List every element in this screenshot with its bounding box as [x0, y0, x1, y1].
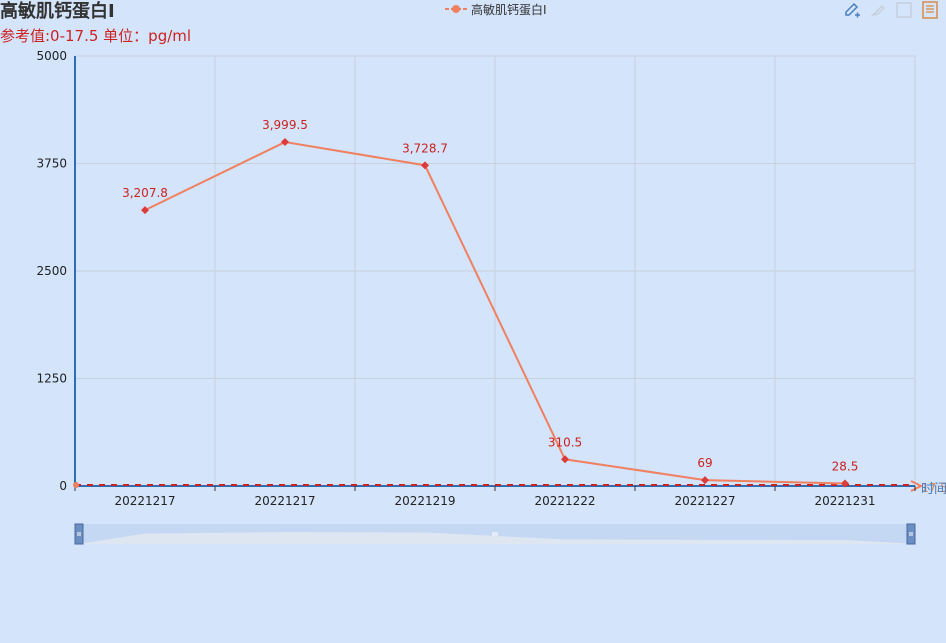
axes: 0 1250 2500 3750 5000 20221217 20221217 2022121… [36, 49, 946, 508]
x-tick-label: 20221217 [114, 494, 175, 508]
x-tick-label: 20221217 [254, 494, 315, 508]
data-label: 310.5 [548, 435, 582, 449]
data-label: 28.5 [832, 460, 859, 474]
y-tick-label: 1250 [36, 372, 67, 386]
data-view-icon[interactable] [920, 0, 940, 20]
restore-icon[interactable] [894, 0, 914, 20]
data-point-marker [841, 479, 849, 488]
y-tick-label: 3750 [36, 157, 67, 171]
markline-value-label: 17.5 [921, 481, 946, 495]
grid-lines [75, 55, 916, 486]
series-line-layer [141, 138, 849, 488]
x-tick-label: 20221231 [814, 494, 875, 508]
y-tick-label: 2500 [36, 264, 67, 278]
x-tick-label: 20221222 [534, 494, 595, 508]
data-label: 3,728.7 [402, 141, 448, 155]
data-point-marker [701, 476, 709, 485]
chart-title: 高敏肌钙蛋白I [0, 1, 115, 22]
data-point-marker [561, 455, 569, 464]
x-axis-arrow [910, 480, 924, 492]
edit-icon[interactable] [842, 0, 862, 20]
series-line [144, 141, 846, 485]
markline-start-point [73, 482, 79, 488]
data-point-marker [141, 206, 149, 215]
data-label: 3,999.5 [262, 118, 308, 132]
zoom-handle-right [906, 523, 916, 545]
legend-line-icon [445, 5, 467, 13]
x-axis-title: 时间 [921, 482, 946, 497]
x-tick-label: 20221219 [394, 494, 455, 508]
data-zoom-slider[interactable] [74, 523, 916, 545]
zoom-preview-area [79, 532, 915, 544]
brush-icon[interactable] [868, 0, 888, 20]
data-label: 69 [697, 456, 712, 470]
data-label: 3,207.8 [122, 186, 168, 200]
x-tick-label: 20221227 [674, 494, 735, 508]
legend-label: 高敏肌钙蛋白I [471, 2, 547, 17]
chart-subtitle: 参考值:0-17.5 单位：pg/ml [0, 27, 192, 45]
data-point-marker [281, 138, 289, 147]
legend[interactable]: 高敏肌钙蛋白I [445, 1, 547, 17]
zoom-handle-left [74, 523, 84, 545]
toolbox [842, 0, 946, 20]
y-tick-label: 0 [59, 479, 67, 493]
data-labels: 3,207.8 3,999.5 3,728.7 310.5 69 28.5 [122, 118, 858, 474]
y-tick-label: 5000 [36, 49, 67, 63]
data-point-marker [421, 161, 429, 170]
